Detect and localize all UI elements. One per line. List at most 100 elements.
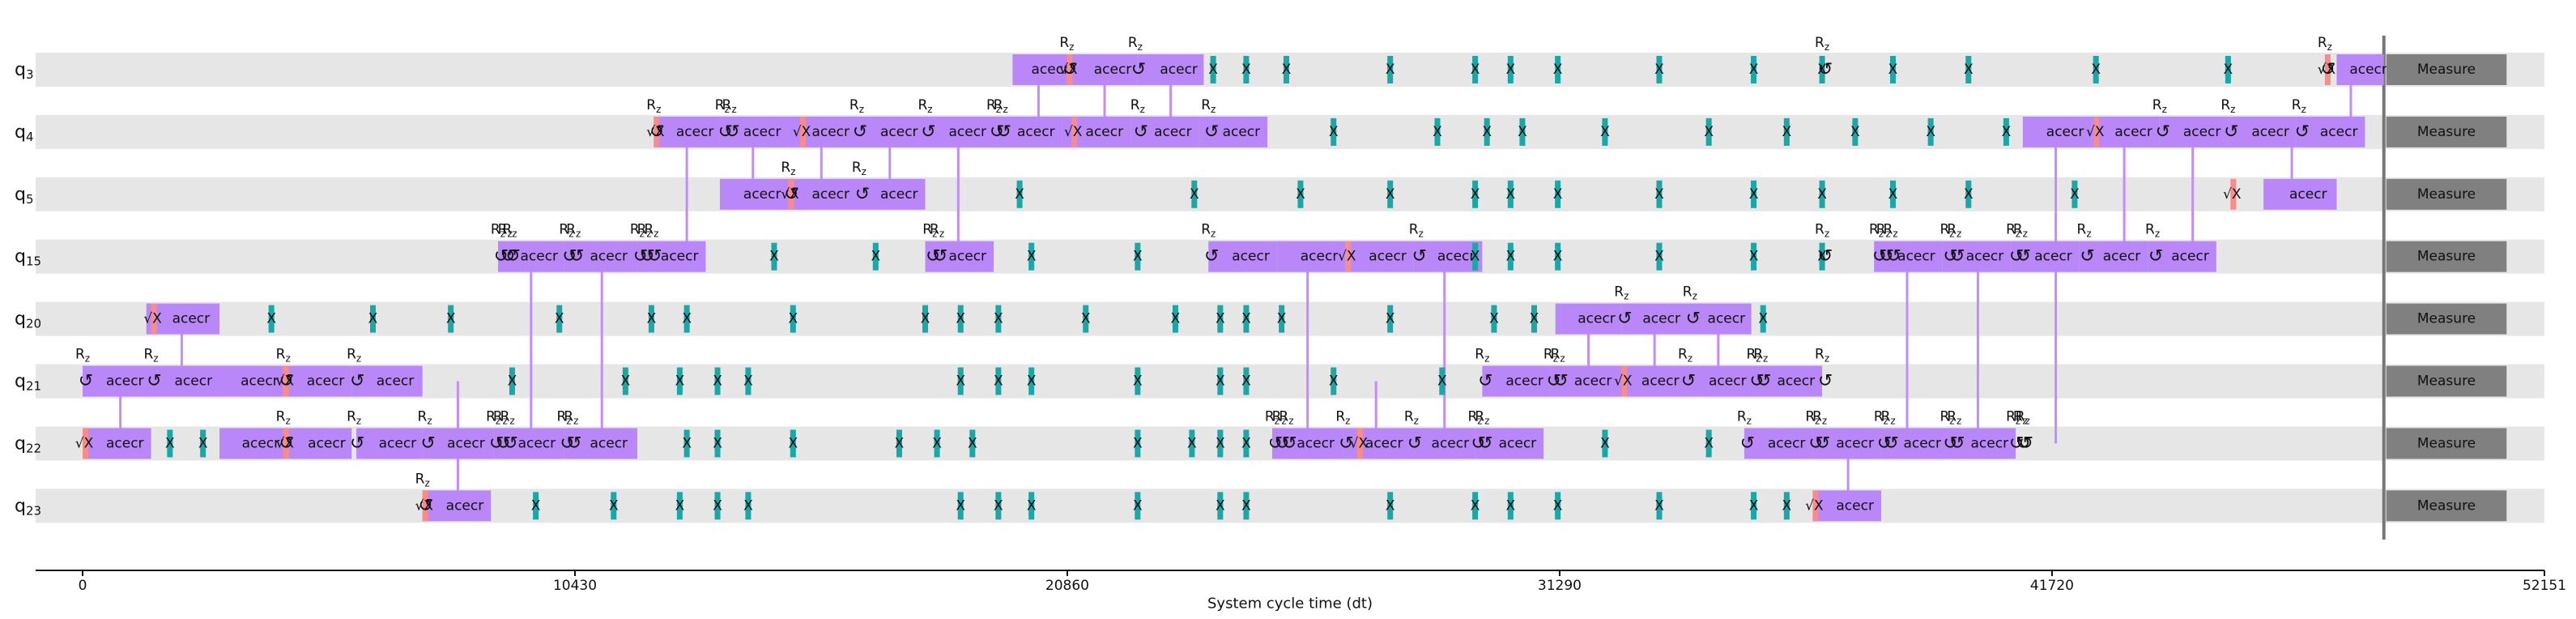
x-gate xyxy=(1472,56,1479,83)
x-gate-label: X xyxy=(1133,374,1143,390)
rz-gate-label: Rz xyxy=(1279,408,1293,426)
x-gate-label: X xyxy=(968,435,977,451)
x-gate-label: X xyxy=(871,249,880,265)
x-gate-label: X xyxy=(1133,435,1143,451)
rz-gate-label: Rz xyxy=(486,408,500,426)
rz-gate-symbol: ↺ xyxy=(1818,246,1833,267)
ecr-gate-label: acecr xyxy=(2103,249,2141,265)
ecr-gate-label: acecr xyxy=(880,124,918,140)
rz-gate-symbol: ↺ xyxy=(1943,246,1957,267)
rz-gate-symbol: ↺ xyxy=(1407,433,1422,454)
rz-gate-symbol: ↺ xyxy=(350,371,364,391)
rz-gate-label: Rz xyxy=(1881,408,1896,426)
rz-gate-label: Rz xyxy=(143,347,158,365)
ecr-gate xyxy=(856,178,926,210)
x-gate-label: X xyxy=(2091,62,2101,78)
x-gate xyxy=(1507,56,1514,83)
rz-gate-symbol: ↺ xyxy=(855,184,870,204)
ecr-gate-label: acecr xyxy=(811,186,849,203)
sx-gate-label: √X xyxy=(415,497,433,514)
x-gate-label: X xyxy=(675,374,685,390)
x-gate-label: X xyxy=(1654,249,1664,265)
rz-gate-label: Rz xyxy=(1678,347,1692,365)
sx-gate xyxy=(83,428,88,459)
x-gate-label: X xyxy=(609,497,619,514)
x-gate xyxy=(683,305,690,333)
measure-box-22 xyxy=(2386,428,2507,459)
ecr-gate-label: acecr xyxy=(1232,249,1270,265)
sx-gate-label: √X xyxy=(1805,497,1824,514)
x-gate xyxy=(1028,367,1035,395)
x-gate xyxy=(1751,56,1757,83)
x-gate xyxy=(1439,367,1446,395)
rz-gate-label: Rz xyxy=(1409,222,1424,240)
x-gate-label: X xyxy=(1081,311,1091,327)
ecr-gate-label: acecr xyxy=(1903,435,1941,451)
x-gate xyxy=(1387,56,1394,83)
x-gate xyxy=(714,429,721,458)
rz-gate-label: Rz xyxy=(1404,408,1419,426)
rz-gate-symbol: ↺ xyxy=(1877,433,1892,454)
x-gate xyxy=(1783,492,1790,520)
sx-gate-label: √X xyxy=(143,311,162,327)
rz-gate-symbol: ↺ xyxy=(1886,246,1901,267)
x-gate xyxy=(1472,242,1479,271)
sx-gate xyxy=(283,365,289,397)
rz-gate-symbol: ↺ xyxy=(725,122,739,142)
x-gate-label: X xyxy=(2002,124,2012,140)
sx-gate-label: √X xyxy=(646,124,665,140)
ecr-gate-label: acecr xyxy=(1301,249,1339,265)
rz-gate-symbol: ↺ xyxy=(1547,371,1561,391)
x-gate xyxy=(1602,117,1608,146)
x-gate xyxy=(1507,492,1514,520)
rz-gate-label: Rz xyxy=(491,222,505,240)
ecr-gate-label: acecr xyxy=(1836,435,1874,451)
ecr-gate-label: acecr xyxy=(1017,124,1055,140)
ecr-gate-label: acecr xyxy=(175,374,213,390)
x-gate xyxy=(2225,56,2231,83)
ecr-gate xyxy=(83,428,151,459)
x-gate xyxy=(448,305,454,333)
ecr-gate xyxy=(1409,428,1475,459)
x-gate-label: X xyxy=(555,311,564,327)
rz-gate-symbol: ↺ xyxy=(1749,371,1764,391)
x-gate xyxy=(1890,180,1897,208)
ecr-gate xyxy=(2336,54,2384,85)
rz-gate-symbol: ↺ xyxy=(1553,371,1568,391)
rz-gate-symbol: ↺ xyxy=(2224,122,2238,142)
x-gate xyxy=(1191,180,1198,208)
x-gate-label: X xyxy=(1386,497,1395,514)
x-gate-label: X xyxy=(1190,186,1199,203)
rz-gate-symbol: ↺ xyxy=(1412,246,1427,267)
ecr-gates: acecr acecr acecr acecr acecr acecr acecr acecr… xyxy=(83,54,2387,522)
rz-gate-symbol: ↺ xyxy=(997,122,1011,142)
rz-gate-symbol: ↺ xyxy=(1884,433,1898,454)
ecr-gate-label: acecr xyxy=(880,186,918,203)
rz-gate-label: Rz xyxy=(502,222,517,240)
axis-tick-label: 52151 xyxy=(2523,578,2566,594)
rz-gate-symbol: ↺ xyxy=(2321,60,2335,80)
x-gate-label: X xyxy=(1553,497,1563,514)
rz-gate-label: Rz xyxy=(1815,35,1829,53)
rz-gate-symbol: ↺ xyxy=(505,246,520,267)
rz-gate-label: Rz xyxy=(1812,408,1827,426)
x-gate-label: X xyxy=(1216,435,1225,451)
x-gate-label: X xyxy=(198,435,208,451)
ecr-gate xyxy=(1753,365,1823,397)
rz-gate-label: Rz xyxy=(2318,35,2332,53)
ecr-gate-label: acecr xyxy=(1768,435,1806,451)
measure-label: Measure xyxy=(2417,435,2476,451)
rz-gate-symbol: ↺ xyxy=(567,433,581,454)
rz-gate-label: Rz xyxy=(1475,408,1489,426)
rz-gate-symbol: ↺ xyxy=(418,496,432,516)
ecr-gate xyxy=(1947,428,2016,459)
x-gate-label: X xyxy=(1749,497,1759,514)
x-gate-label: X xyxy=(1964,186,1974,203)
rz-gate-label: Rz xyxy=(1201,97,1216,115)
x-gate-label: X xyxy=(1782,497,1792,514)
x-gate xyxy=(995,367,1002,395)
ecr-gate-label: acecr xyxy=(590,435,628,451)
rz-gate-symbol: ↺ xyxy=(1339,433,1353,454)
x-gate-label: X xyxy=(1518,124,1527,140)
rz-gate-label: Rz xyxy=(564,408,578,426)
